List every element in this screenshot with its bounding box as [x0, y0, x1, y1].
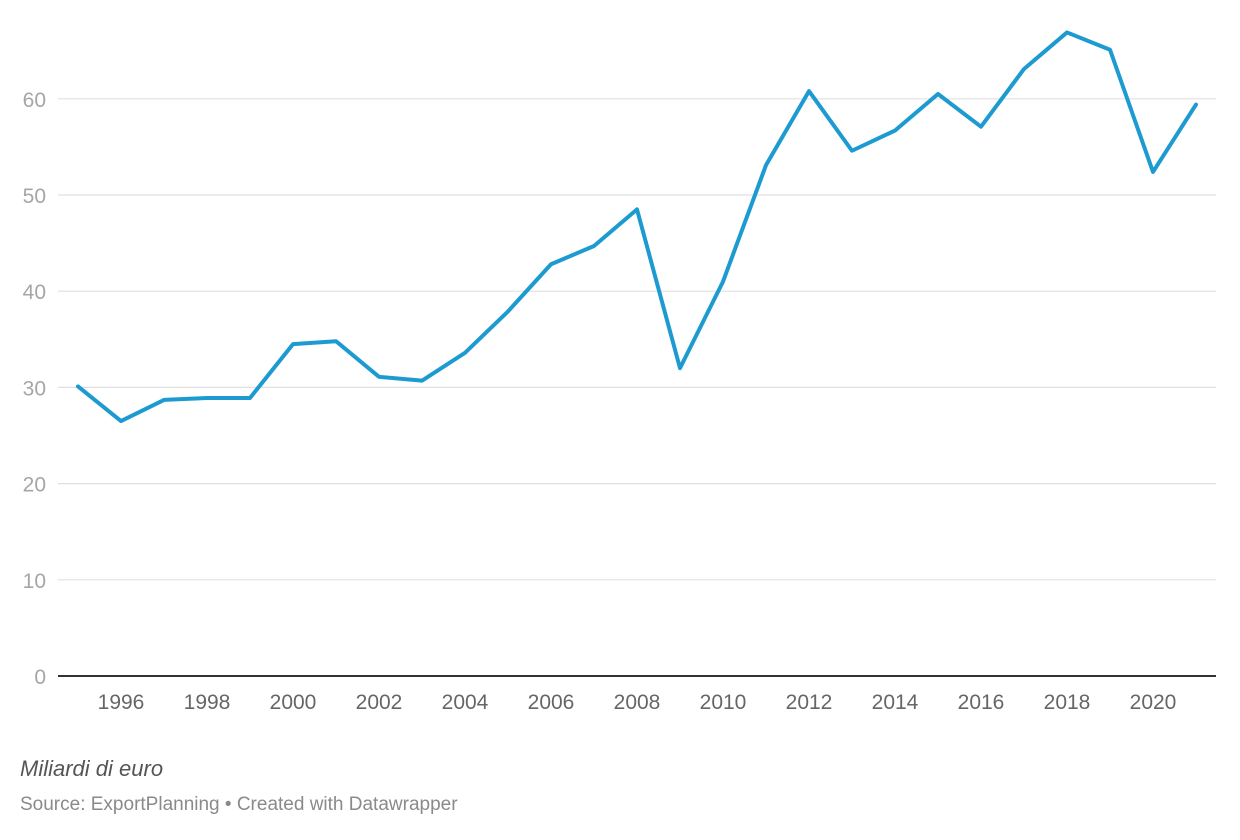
- x-tick-label: 2008: [614, 691, 661, 714]
- x-tick-label: 2014: [872, 691, 919, 714]
- y-tick-label: 60: [23, 89, 46, 112]
- x-tick-label: 1996: [98, 691, 145, 714]
- y-tick-label: 20: [23, 474, 46, 497]
- gridlines: [58, 98, 1216, 581]
- series-lines: [76, 30, 1198, 424]
- x-tick-label: 2010: [700, 691, 747, 714]
- x-tick-label: 2002: [356, 691, 403, 714]
- line-chart: 0 10 20 30 40 50 60 1996 1998 2000 2002 2004 2006 20…: [23, 30, 1216, 714]
- y-tick-label: 50: [23, 185, 46, 208]
- x-tick-label: 2020: [1130, 691, 1177, 714]
- y-tick-label: 10: [23, 570, 46, 593]
- series-line-0: [76, 30, 1198, 424]
- x-tick-label: 1998: [184, 691, 231, 714]
- x-tick-label: 2006: [528, 691, 575, 714]
- unit-note: Miliardi di euro: [20, 756, 164, 781]
- y-axis-tick-labels: 0 10 20 30 40 50 60: [23, 89, 46, 689]
- y-tick-label: 40: [23, 281, 46, 304]
- y-tick-label: 30: [23, 377, 46, 400]
- x-tick-label: 2016: [958, 691, 1005, 714]
- x-tick-label: 2000: [270, 691, 317, 714]
- x-tick-label: 2004: [442, 691, 489, 714]
- x-tick-label: 2018: [1044, 691, 1091, 714]
- x-axis-tick-labels: 1996 1998 2000 2002 2004 2006 2008 2010 2012 2014…: [98, 691, 1177, 714]
- x-tick-label: 2012: [786, 691, 833, 714]
- y-tick-label: 0: [34, 666, 46, 689]
- source-credit: Source: ExportPlanning • Created with Da…: [20, 794, 458, 815]
